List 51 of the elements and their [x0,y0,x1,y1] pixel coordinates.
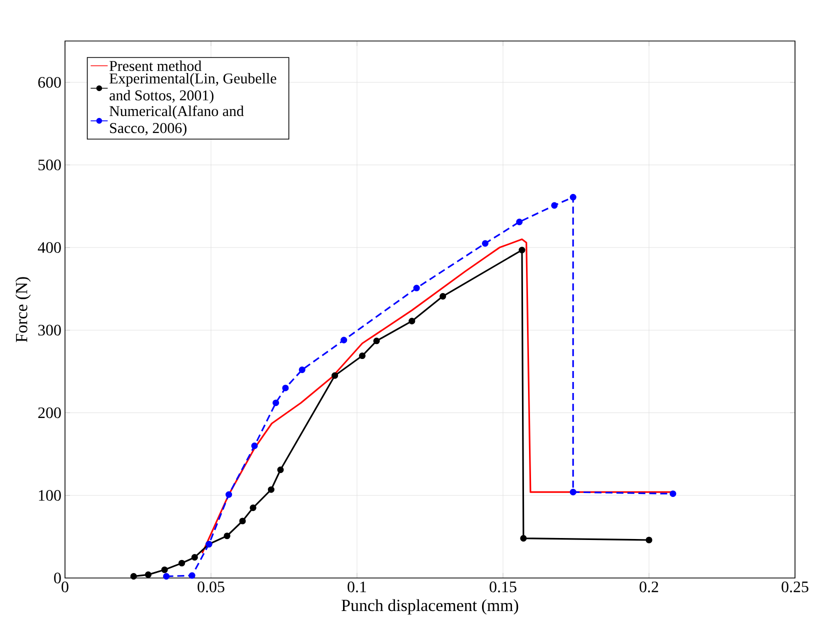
y-tick-label: 200 [38,407,61,418]
point [520,535,527,542]
point [250,504,256,512]
point [224,532,230,540]
point [516,218,523,226]
point [570,194,576,200]
point [191,554,198,561]
point [226,491,232,498]
x-axis-title: Punch displacement (mm) [342,599,518,615]
point [373,338,380,344]
y-tick-label: 100 [38,490,61,501]
point [161,566,168,574]
legend-label: Numerical(Alfano and Sacco, 2006) [110,105,244,136]
x-tick-label: 0 [62,582,68,592]
point [340,336,348,344]
point [178,560,186,566]
y-tick-label: 300 [38,324,61,336]
point [570,488,576,496]
point [277,466,284,474]
point [251,442,258,450]
y-tick-label: 600 [38,76,61,88]
point [408,318,416,324]
y-tick-label: 400 [38,242,61,253]
x-tick-label: 0.1 [348,582,366,592]
point [272,400,280,406]
y-tick-label: 0 [54,572,61,584]
legend-label: Experimental(Lin, Geubelle and Sottos, 2001) [110,73,276,104]
point [551,202,558,209]
point [646,536,652,544]
point [144,571,152,578]
point [298,366,306,374]
point [239,518,246,524]
y-tick-label: 500 [38,160,61,170]
point [518,246,526,254]
point [130,573,137,580]
point [440,292,446,300]
y-axis-title: Force (N) [15,277,31,342]
point [358,352,366,360]
legend-label: Present method [110,60,202,72]
point [163,573,170,580]
point [188,572,196,579]
point [670,490,676,498]
point [332,372,338,379]
point [282,384,289,392]
point [482,240,488,247]
x-tick-label: 0.15 [490,582,516,592]
point [268,486,274,493]
x-tick-label: 0.25 [782,582,808,592]
x-tick-label: 0.2 [640,582,658,592]
x-tick-label: 0.05 [198,582,224,592]
point [413,284,420,292]
